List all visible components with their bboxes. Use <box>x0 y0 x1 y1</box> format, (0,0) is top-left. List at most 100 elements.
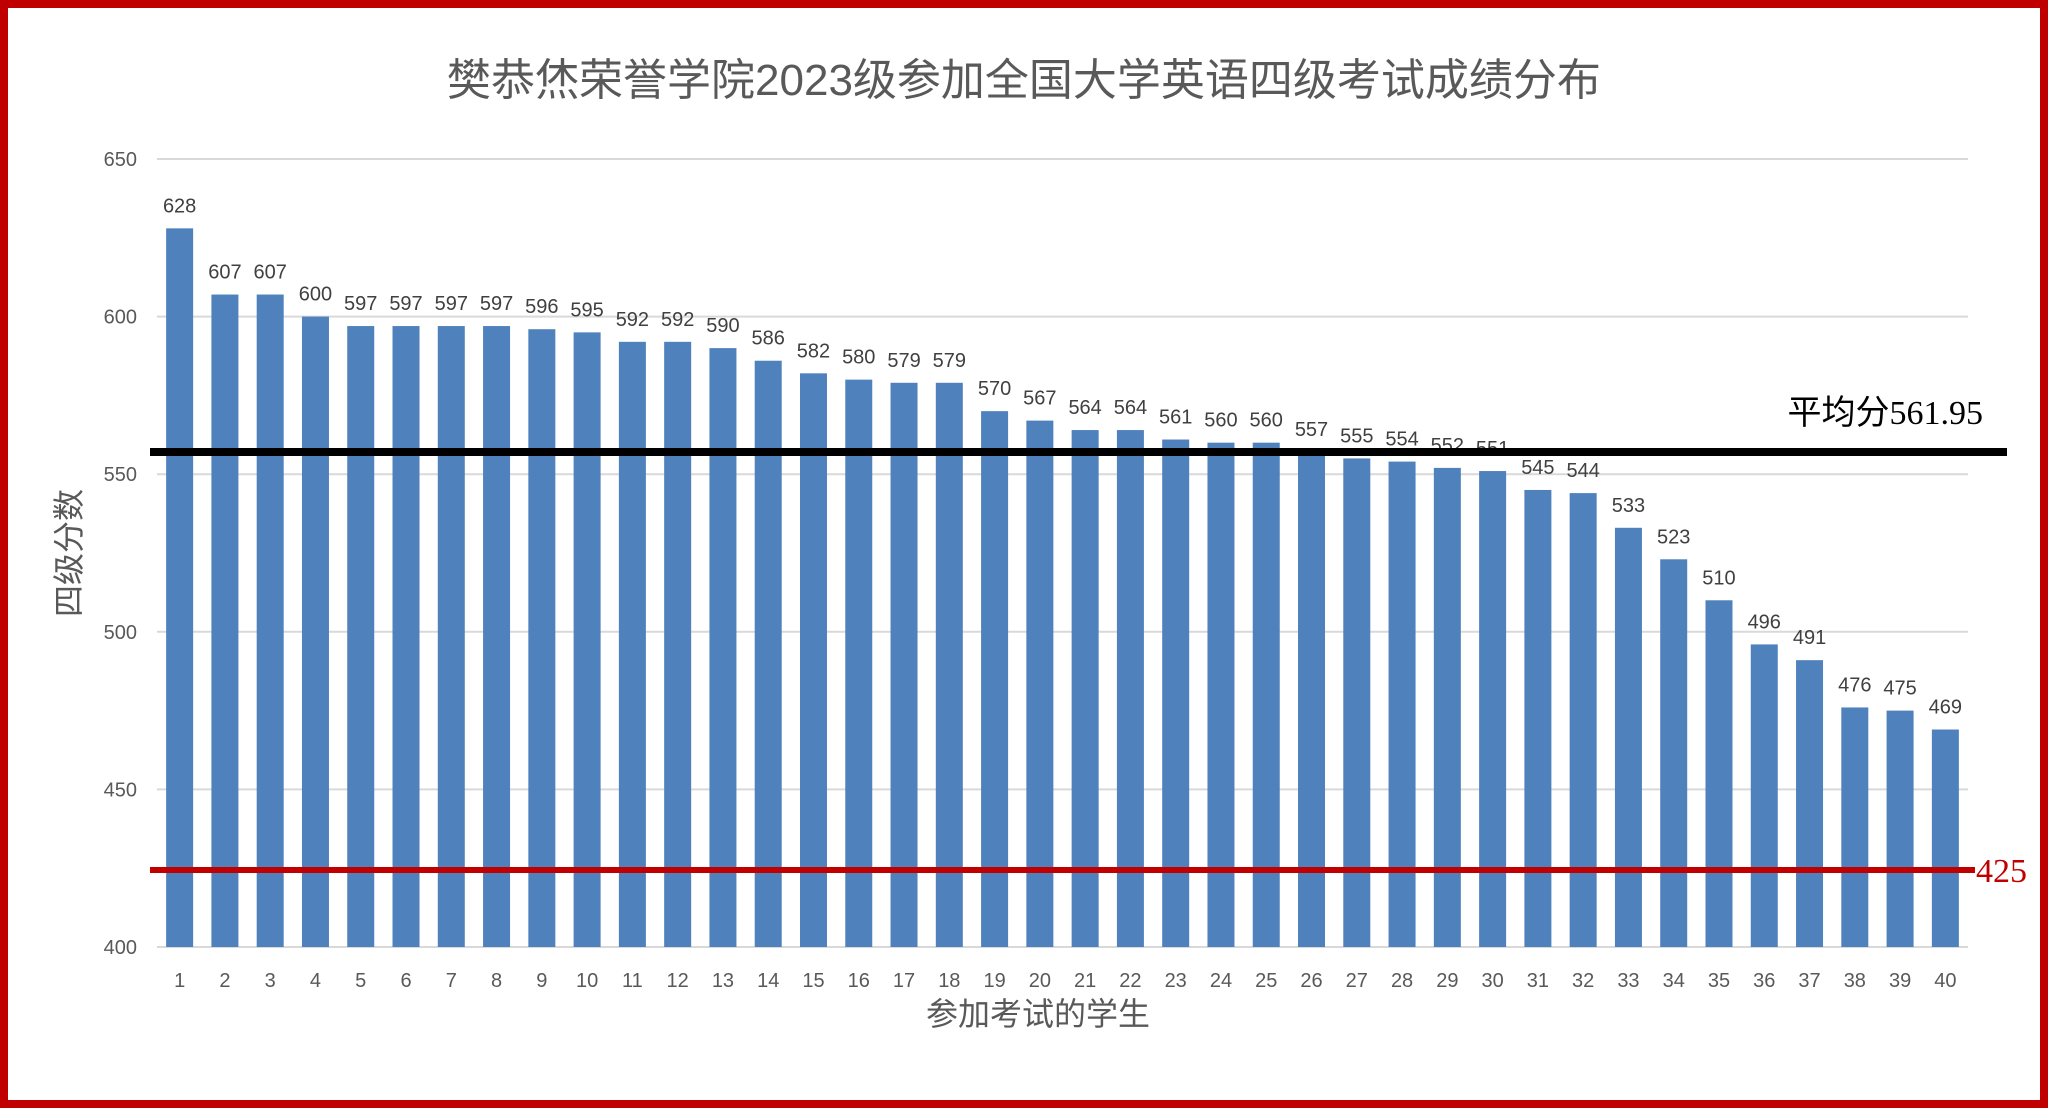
x-tick-label: 27 <box>1346 970 1368 992</box>
bar <box>1116 430 1144 947</box>
x-tick-label: 9 <box>536 970 547 992</box>
bar <box>1841 707 1869 947</box>
bar <box>845 379 873 947</box>
data-labels: 628 607 607 600 597 597 597 597 596 595 592 592 590 5… <box>163 195 1962 718</box>
x-tick-label: 28 <box>1391 970 1413 992</box>
x-tick-label: 5 <box>355 970 366 992</box>
data-label: 560 <box>1204 410 1237 432</box>
data-label: 564 <box>1068 397 1101 419</box>
bar <box>890 382 918 947</box>
data-label: 557 <box>1295 419 1328 441</box>
bar <box>799 373 827 947</box>
bar <box>573 332 601 947</box>
bar <box>301 316 329 948</box>
data-label: 628 <box>163 195 196 217</box>
data-label: 510 <box>1702 567 1735 589</box>
x-tick-label: 11 <box>622 970 643 992</box>
data-label: 592 <box>661 309 694 331</box>
data-label: 582 <box>797 340 830 362</box>
bar <box>1614 527 1642 947</box>
bar <box>528 329 556 947</box>
bar <box>1252 442 1280 947</box>
data-label: 544 <box>1566 460 1599 482</box>
x-tick-label: 2 <box>219 970 230 992</box>
x-tick-label: 39 <box>1889 970 1911 992</box>
bar <box>1026 420 1054 948</box>
x-tick-label: 23 <box>1165 970 1187 992</box>
y-axis-title: 四级分数 <box>51 489 87 617</box>
x-tick-label: 24 <box>1210 970 1232 992</box>
bar <box>1931 729 1959 947</box>
data-label: 607 <box>254 262 287 284</box>
x-tick-label: 21 <box>1074 970 1096 992</box>
data-label: 597 <box>389 293 422 315</box>
data-label: 496 <box>1748 611 1781 633</box>
data-label: 475 <box>1883 678 1916 700</box>
x-tick-label: 3 <box>265 970 276 992</box>
x-tick-label: 38 <box>1844 970 1866 992</box>
bar <box>1162 439 1190 947</box>
data-label: 579 <box>933 350 966 372</box>
data-label: 596 <box>525 296 558 318</box>
x-tick-label: 18 <box>938 970 960 992</box>
data-label: 554 <box>1385 429 1418 451</box>
bar <box>1524 489 1552 947</box>
bar <box>1886 710 1914 947</box>
x-tick-label: 14 <box>757 970 779 992</box>
data-label: 476 <box>1838 674 1871 696</box>
data-label: 564 <box>1114 397 1147 419</box>
y-tick-label: 650 <box>104 149 137 171</box>
bar <box>1750 644 1778 947</box>
data-label: 597 <box>480 293 513 315</box>
x-tick-label: 15 <box>802 970 824 992</box>
bar <box>664 341 692 947</box>
x-tick-label: 10 <box>576 970 598 992</box>
x-tick-label: 19 <box>983 970 1005 992</box>
x-tick-label: 26 <box>1300 970 1322 992</box>
bar <box>1298 452 1326 947</box>
bar <box>437 326 465 947</box>
bar <box>256 294 284 947</box>
bar <box>709 348 737 947</box>
bar <box>1433 467 1461 947</box>
x-tick-label: 6 <box>400 970 411 992</box>
data-label: 579 <box>887 350 920 372</box>
data-label: 580 <box>842 347 875 369</box>
bar <box>1796 660 1824 947</box>
x-tick-label: 40 <box>1934 970 1956 992</box>
x-tick-label: 36 <box>1753 970 1775 992</box>
x-tick-label: 25 <box>1255 970 1277 992</box>
bar <box>1388 461 1416 947</box>
x-tick-label: 35 <box>1708 970 1730 992</box>
bar <box>392 326 420 947</box>
bar <box>166 228 194 947</box>
x-tick-label: 33 <box>1617 970 1639 992</box>
y-tick-label: 550 <box>104 464 137 486</box>
x-tick-label: 30 <box>1481 970 1503 992</box>
x-tick-label: 1 <box>174 970 185 992</box>
x-tick-label: 8 <box>491 970 502 992</box>
pass-label: 425 <box>1976 853 2027 890</box>
bar <box>1705 600 1733 947</box>
bar <box>483 326 511 947</box>
data-label: 560 <box>1250 410 1283 432</box>
y-tick-label: 450 <box>104 779 137 801</box>
bars <box>166 228 1959 948</box>
bar <box>754 360 782 947</box>
x-tick-label: 16 <box>848 970 870 992</box>
x-tick-label: 17 <box>893 970 915 992</box>
chart-title: 樊恭烋荣誉学院2023级参加全国大学英语四级考试成绩分布 <box>447 56 1601 105</box>
x-axis-ticks: 1 2 3 4 5 6 7 8 9 10 11 12 13 14 15 16 17 18 19 20 21 22 23 24 2… <box>174 970 1956 992</box>
x-tick-label: 4 <box>310 970 321 992</box>
data-label: 590 <box>706 315 739 337</box>
y-tick-label: 600 <box>104 307 137 329</box>
data-label: 597 <box>344 293 377 315</box>
x-tick-label: 31 <box>1527 970 1549 992</box>
data-label: 592 <box>616 309 649 331</box>
data-label: 607 <box>208 262 241 284</box>
x-tick-label: 32 <box>1572 970 1594 992</box>
data-label: 570 <box>978 378 1011 400</box>
x-tick-label: 12 <box>667 970 689 992</box>
data-label: 545 <box>1521 457 1554 479</box>
x-tick-label: 13 <box>712 970 734 992</box>
